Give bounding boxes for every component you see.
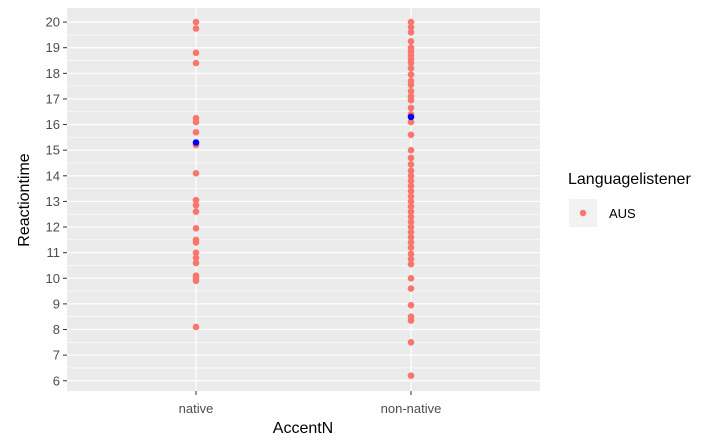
data-point [407, 260, 415, 268]
data-point [407, 213, 415, 221]
data-point [407, 233, 415, 241]
data-point [407, 81, 415, 89]
data-point [192, 249, 200, 256]
y-tick-label: 13 [46, 194, 60, 209]
y-tick-label: 20 [46, 15, 60, 30]
y-tick-label: 8 [53, 322, 60, 337]
data-point [407, 64, 415, 72]
data-point [407, 71, 415, 78]
data-point [407, 301, 415, 309]
x-axis: native non-native [179, 391, 442, 416]
y-tick-label: 12 [46, 220, 60, 235]
data-point [407, 339, 415, 346]
data-point [407, 255, 415, 263]
mean-point [192, 139, 200, 146]
data-point [407, 29, 415, 36]
y-axis: 6 7 8 9 10 11 12 13 14 15 16 17 18 19 20 [46, 15, 67, 388]
data-point [407, 104, 415, 112]
y-tick-label: 9 [53, 296, 60, 311]
data-point [192, 323, 200, 331]
data-point [407, 146, 415, 154]
legend-title: Languagelistener [568, 171, 691, 188]
data-point [192, 225, 200, 232]
data-point [407, 96, 415, 104]
data-point [407, 208, 415, 215]
legend-label-aus: AUS [609, 206, 636, 221]
data-point [407, 372, 415, 379]
data-point [407, 187, 415, 195]
data-point [407, 274, 415, 282]
data-point [407, 87, 415, 95]
x-tick-label: native [179, 401, 214, 416]
data-point [407, 239, 415, 246]
x-tick-label: non-native [381, 401, 442, 416]
data-point [407, 118, 415, 126]
data-point [192, 128, 200, 136]
data-point [192, 254, 200, 262]
data-point [192, 25, 200, 32]
data-point [192, 239, 200, 246]
data-point [407, 38, 415, 45]
data-point [407, 203, 415, 210]
legend: Languagelistener AUS [568, 171, 691, 227]
data-point [407, 23, 415, 31]
data-point [192, 49, 200, 57]
data-point [407, 285, 415, 292]
data-point [407, 160, 415, 168]
data-point [407, 250, 415, 258]
data-point [192, 18, 200, 26]
data-point [407, 244, 415, 251]
data-point [192, 201, 200, 209]
y-axis-title: Reactiontime [16, 153, 33, 246]
data-point [407, 154, 415, 162]
data-point [407, 228, 415, 236]
data-point [192, 196, 200, 204]
y-tick-label: 19 [46, 40, 60, 55]
minor-gridlines [67, 34, 540, 369]
y-tick-label: 11 [47, 245, 61, 260]
data-point [407, 218, 415, 226]
panel-background [67, 8, 540, 391]
data-point [192, 169, 200, 177]
data-point [407, 317, 415, 324]
y-tick-label: 6 [53, 373, 60, 388]
y-tick-label: 14 [46, 168, 60, 183]
data-point [407, 59, 415, 67]
y-tick-label: 10 [46, 271, 60, 286]
data-point [407, 167, 415, 174]
data-point [407, 182, 415, 190]
data-point [192, 59, 200, 67]
y-tick-label: 18 [46, 66, 60, 81]
data-points [192, 18, 415, 379]
data-point [192, 208, 200, 215]
legend-key-point [579, 209, 587, 217]
data-point [407, 177, 415, 185]
x-axis-title: AccentN [273, 420, 333, 437]
mean-point [407, 113, 415, 121]
data-point [407, 131, 415, 139]
y-tick-label: 16 [46, 117, 60, 132]
data-point [192, 259, 200, 267]
y-tick-label: 15 [46, 143, 60, 158]
y-tick-label: 17 [46, 91, 60, 106]
data-point [407, 172, 415, 180]
data-point [192, 277, 200, 285]
data-point [407, 192, 415, 200]
data-point [407, 198, 415, 205]
data-point [407, 18, 415, 26]
data-point [192, 118, 200, 126]
data-point [407, 223, 415, 231]
y-tick-label: 7 [53, 348, 60, 363]
